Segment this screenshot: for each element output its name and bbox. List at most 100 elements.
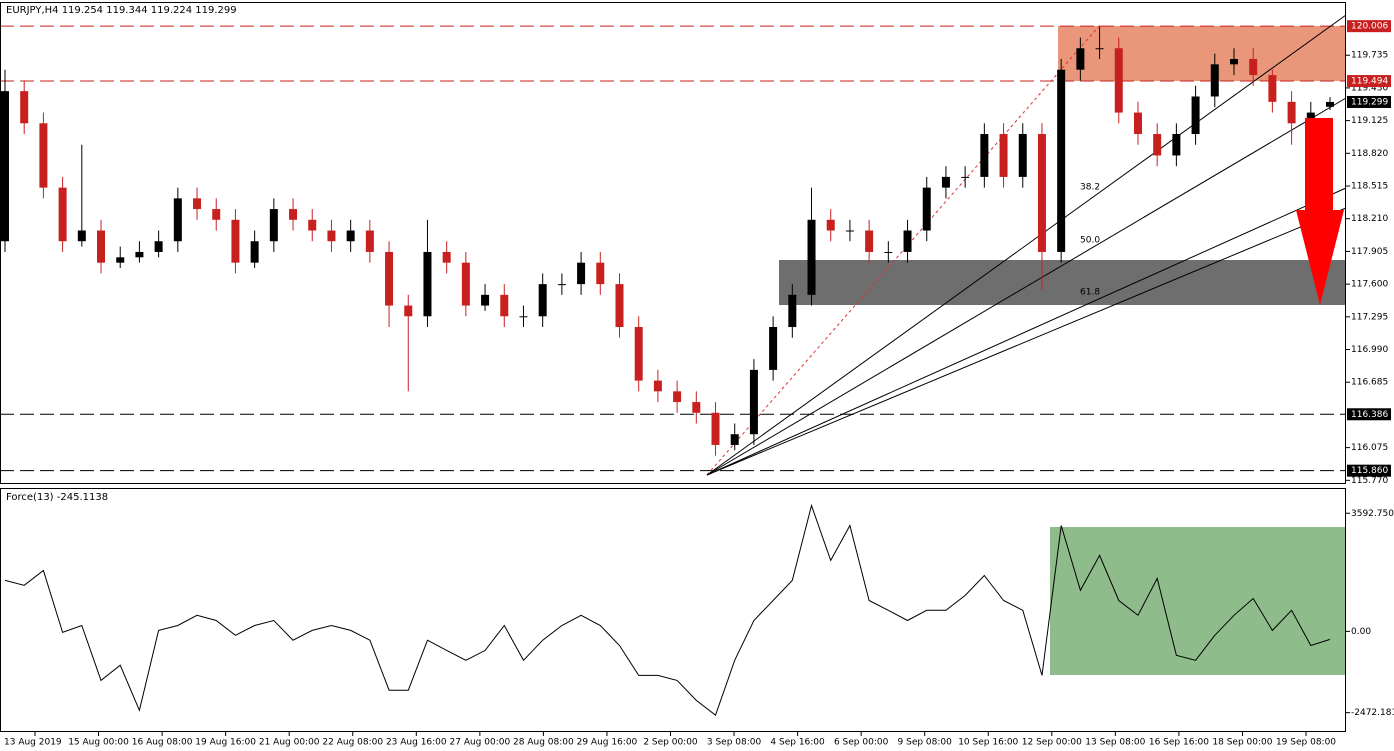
x-tick-label: 3 Sep 08:00 bbox=[707, 738, 762, 748]
x-tick-label: 16 Aug 08:00 bbox=[132, 738, 193, 748]
candle-body bbox=[653, 380, 662, 392]
x-tick-label: 19 Sep 08:00 bbox=[1276, 738, 1336, 748]
candle-body bbox=[212, 209, 221, 220]
resistance-zone bbox=[1058, 26, 1346, 81]
chart-title: EURJPY,H4 119.254 119.344 119.224 119.29… bbox=[6, 5, 237, 16]
y-tick-label: 115.770 bbox=[1351, 476, 1388, 486]
candle-body bbox=[116, 257, 125, 263]
candle-body bbox=[865, 230, 874, 252]
fan-line bbox=[706, 97, 1347, 476]
candle-body bbox=[1037, 134, 1046, 252]
candle-body bbox=[769, 327, 778, 370]
level-label-box bbox=[1347, 408, 1391, 421]
x-tick-label: 27 Aug 00:00 bbox=[450, 738, 511, 748]
level-label-box bbox=[1347, 75, 1391, 88]
level-label: 119.494 bbox=[1351, 77, 1388, 87]
candle-body bbox=[557, 284, 566, 286]
candle-body bbox=[519, 316, 528, 318]
y-tick-label: 119.125 bbox=[1351, 116, 1388, 126]
force-line bbox=[4, 503, 1331, 717]
x-tick-label: 9 Sep 08:00 bbox=[898, 738, 953, 748]
candle-body bbox=[461, 262, 470, 306]
candle-body bbox=[615, 284, 624, 328]
force-zone bbox=[1050, 527, 1345, 675]
y-tick-label: 116.990 bbox=[1351, 345, 1388, 355]
level-label: 115.860 bbox=[1351, 466, 1388, 476]
price-label-box bbox=[1347, 95, 1391, 108]
candle-body bbox=[673, 391, 682, 403]
candle-body bbox=[442, 251, 451, 263]
axes: 119.735 119.430 119.125 118.820 118.515 118.2… bbox=[4, 20, 1394, 748]
y-tick-label: 117.905 bbox=[1351, 247, 1388, 257]
candle-body bbox=[39, 123, 48, 188]
candle-body bbox=[1114, 48, 1123, 113]
x-tick-label: 28 Aug 08:00 bbox=[513, 738, 574, 748]
candle-body bbox=[807, 219, 816, 295]
x-tick-label: 4 Sep 16:00 bbox=[770, 738, 825, 748]
x-tick-label: 19 Aug 16:00 bbox=[195, 738, 256, 748]
level-label-box bbox=[1347, 20, 1391, 33]
x-tick-label: 21 Aug 00:00 bbox=[259, 738, 320, 748]
candle-body bbox=[308, 219, 317, 231]
candle-body bbox=[500, 294, 509, 317]
candle-body bbox=[1191, 96, 1200, 135]
x-tick-label: 18 Sep 00:00 bbox=[1212, 738, 1272, 748]
candle-body bbox=[788, 294, 797, 328]
candle-body bbox=[922, 187, 931, 231]
candle-body bbox=[404, 305, 413, 317]
levels bbox=[0, 25, 1346, 472]
y-tick-label: 117.600 bbox=[1351, 280, 1388, 290]
candle-body bbox=[193, 198, 202, 210]
candle-body bbox=[1306, 112, 1315, 124]
candle-body bbox=[845, 230, 854, 232]
candle-body bbox=[538, 284, 547, 317]
candle-body bbox=[1095, 48, 1104, 50]
candle-body bbox=[903, 230, 912, 252]
y-tick-label: 116.685 bbox=[1351, 378, 1388, 388]
candle-body bbox=[423, 251, 432, 317]
x-tick-label: 15 Aug 00:00 bbox=[68, 738, 129, 748]
candle-body bbox=[154, 241, 163, 252]
y-tick-label: 119.430 bbox=[1351, 83, 1388, 93]
candle-body bbox=[711, 412, 720, 445]
y-tick-label: 118.515 bbox=[1351, 182, 1388, 192]
candle-body bbox=[1172, 134, 1181, 156]
candle-body bbox=[1268, 75, 1277, 102]
candle-body bbox=[1229, 58, 1238, 65]
candle-body bbox=[20, 91, 29, 124]
candle-body bbox=[1076, 48, 1085, 70]
candle-body bbox=[596, 262, 605, 285]
y-tick-label: -2472.181 bbox=[1351, 708, 1394, 718]
x-tick-label: 13 Sep 08:00 bbox=[1085, 738, 1145, 748]
candle-body bbox=[77, 230, 86, 242]
level-label-box bbox=[1347, 464, 1391, 477]
y-tick-label: 117.295 bbox=[1351, 312, 1388, 322]
candle-body bbox=[97, 230, 106, 263]
y-tick-label: 0.00 bbox=[1351, 627, 1371, 637]
fib-label: 38.2 bbox=[1080, 183, 1100, 193]
x-tick-label: 12 Sep 00:00 bbox=[1022, 738, 1082, 748]
candle-body bbox=[826, 219, 835, 231]
candle-body bbox=[999, 134, 1008, 177]
candle-body bbox=[385, 251, 394, 306]
level-label: 120.006 bbox=[1351, 22, 1388, 32]
candle-body bbox=[365, 230, 374, 252]
candles bbox=[1, 26, 1334, 456]
candle-body bbox=[941, 176, 950, 188]
y-tick-label: 119.735 bbox=[1351, 51, 1388, 61]
candle-body bbox=[289, 209, 298, 220]
fan-line bbox=[706, 187, 1347, 476]
candle-body bbox=[1, 91, 9, 242]
candle-body bbox=[884, 251, 893, 253]
candle-body bbox=[961, 176, 970, 178]
fan-line bbox=[706, 14, 1347, 476]
price-label: 119.299 bbox=[1351, 97, 1388, 107]
candle-body bbox=[1153, 134, 1162, 156]
level-label: 116.386 bbox=[1351, 410, 1388, 420]
x-tick-label: 16 Sep 16:00 bbox=[1149, 738, 1209, 748]
x-tick-label: 2 Sep 00:00 bbox=[643, 738, 698, 748]
candle-body bbox=[749, 369, 758, 435]
candle-body bbox=[173, 198, 182, 242]
main-frame bbox=[0, 2, 1346, 484]
force-title: Force(13) -245.1138 bbox=[6, 492, 108, 503]
